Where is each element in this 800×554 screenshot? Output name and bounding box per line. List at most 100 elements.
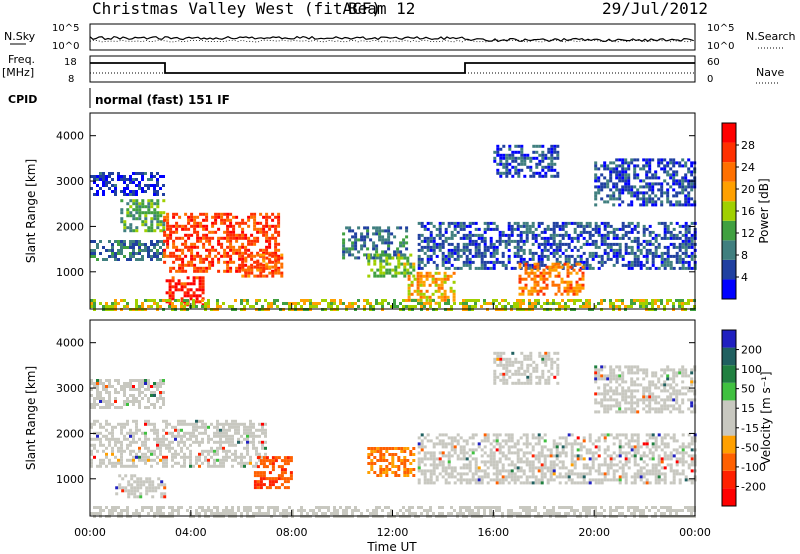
heatmap-cell [525,442,529,446]
heatmap-cell [447,302,450,305]
heatmap-cell [499,159,503,163]
heatmap-cell [231,440,234,444]
heatmap-cell [633,451,637,455]
heatmap-cell [147,255,150,258]
heatmap-cell [552,472,556,476]
heatmap-cell [603,233,607,237]
heatmap-cell [633,475,637,479]
heatmap-cell [385,256,389,260]
power-ylabel: Slant Range [km] [24,159,38,263]
heatmap-cell [534,454,538,458]
heatmap-cell [360,238,364,242]
heatmap-cell [579,299,582,302]
heatmap-cell [420,266,424,270]
heatmap-cell [541,369,545,373]
heatmap-cell [681,299,684,302]
heatmap-cell [603,457,607,461]
heatmap-cell [394,465,398,468]
heatmap-cell [550,159,554,163]
heatmap-cell [444,254,448,258]
heatmap-cell [636,451,640,455]
heatmap-cell [687,260,691,264]
heatmap-cell [633,302,636,305]
heatmap-cell [183,458,186,462]
heatmap-cell [153,449,156,453]
heatmap-cell [480,305,483,308]
heatmap-cell [111,449,114,453]
heatmap-cell [255,446,258,450]
heatmap-cell [115,486,119,490]
heatmap-cell [564,442,568,446]
heatmap-cell [468,478,472,482]
heatmap-cell [150,229,154,233]
heatmap-cell [594,242,598,246]
heatmap-cell [156,220,160,224]
heatmap-cell [520,366,524,370]
heatmap-cell [621,176,625,180]
heatmap-cell [280,256,284,260]
heatmap-cell [397,259,401,263]
heatmap-cell [678,179,682,183]
heatmap-cell [585,224,589,228]
heatmap-cell [241,268,245,272]
heatmap-cell [153,382,156,385]
heatmap-cell [108,437,111,441]
heatmap-cell [651,254,655,258]
heatmap-cell [550,360,554,364]
heatmap-cell [426,257,430,261]
heatmap-cell [444,442,448,446]
heatmap-cell [525,475,529,479]
heatmap-cell [528,469,532,473]
heatmap-cell [514,150,518,154]
heatmap-cell [207,464,210,468]
heatmap-cell [144,406,147,409]
heatmap-cell [510,478,514,482]
heatmap-cell [144,379,147,382]
heatmap-cell [639,167,643,171]
heatmap-cell [450,305,453,308]
heatmap-cell [447,442,451,446]
heatmap-cell [283,471,287,475]
heatmap-cell [183,461,186,465]
heatmap-cell [561,463,565,467]
heatmap-cell [501,305,504,308]
heatmap-cell [615,167,619,171]
heatmap-cell [268,245,272,249]
heatmap-cell [496,171,500,175]
heatmap-cell [666,188,670,192]
heatmap-cell [690,233,694,237]
heatmap-cell [93,249,96,252]
heatmap-cell [663,251,667,255]
heatmap-cell [429,221,433,225]
heatmap-cell [558,239,562,243]
heatmap-cell [654,245,658,249]
heatmap-cell [148,486,152,490]
heatmap-cell [235,251,239,255]
heatmap-cell [363,299,366,302]
heatmap-cell [174,437,177,441]
heatmap-cell [219,461,222,465]
heatmap-cell [180,437,183,441]
heatmap-cell [477,251,481,255]
heatmap-cell [627,460,631,464]
heatmap-cell [435,266,439,270]
heatmap-cell [666,302,669,305]
heatmap-cell [440,286,444,290]
heatmap-cell [379,262,383,266]
heatmap-cell [526,153,530,157]
heatmap-cell [549,460,553,464]
heatmap-cell [120,464,123,468]
heatmap-cell [156,243,159,246]
heatmap-cell [412,262,416,266]
heatmap-cell [153,425,156,429]
heatmap-cell [166,221,170,225]
heatmap-cell [123,403,126,406]
heatmap-cell [249,461,252,465]
heatmap-cell [253,221,257,225]
heatmap-cell [523,162,527,166]
heatmap-cell [425,295,429,299]
heatmap-cell [544,153,548,157]
heatmap-cell [129,464,132,468]
heatmap-cell [425,301,429,305]
